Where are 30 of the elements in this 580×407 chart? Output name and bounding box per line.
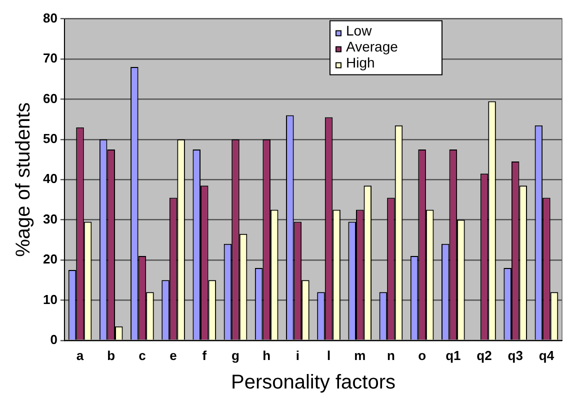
y-tick-label: 70: [42, 50, 58, 66]
x-tick-label: m: [354, 348, 366, 363]
x-tick-label: q3: [508, 348, 523, 363]
x-tick-label: h: [262, 348, 271, 363]
y-tick-label: 30: [42, 211, 58, 226]
x-tick-label: q2: [476, 348, 492, 363]
x-tick-label: a: [76, 348, 84, 363]
x-tick-label: q1: [446, 348, 461, 363]
y-tick-label: 10: [42, 292, 58, 307]
x-tick-label: b: [107, 348, 116, 363]
x-tick-label: l: [326, 348, 331, 363]
y-tick-label: 40: [42, 171, 58, 186]
y-tick-label: 60: [42, 90, 58, 106]
y-tick-label: 80: [42, 10, 58, 26]
x-tick-label: g: [232, 348, 240, 363]
y-axis-title: %age of students: [12, 102, 35, 257]
x-tick-label: i: [296, 348, 300, 363]
legend-label: High: [346, 54, 375, 71]
x-tick-label: e: [170, 348, 177, 363]
y-tick-label: 50: [42, 130, 58, 146]
legend-label: Low: [346, 22, 373, 39]
x-tick-label: f: [202, 348, 208, 363]
x-tick-label: q4: [538, 348, 555, 363]
x-tick-label: o: [418, 348, 426, 363]
y-tick-label: 0: [50, 332, 58, 347]
x-axis-title: Personality factors: [230, 372, 396, 394]
x-tick-label: c: [138, 348, 146, 363]
y-tick-label: 20: [42, 252, 58, 267]
x-tick-label: n: [386, 348, 395, 363]
legend-label: Average: [346, 38, 398, 55]
